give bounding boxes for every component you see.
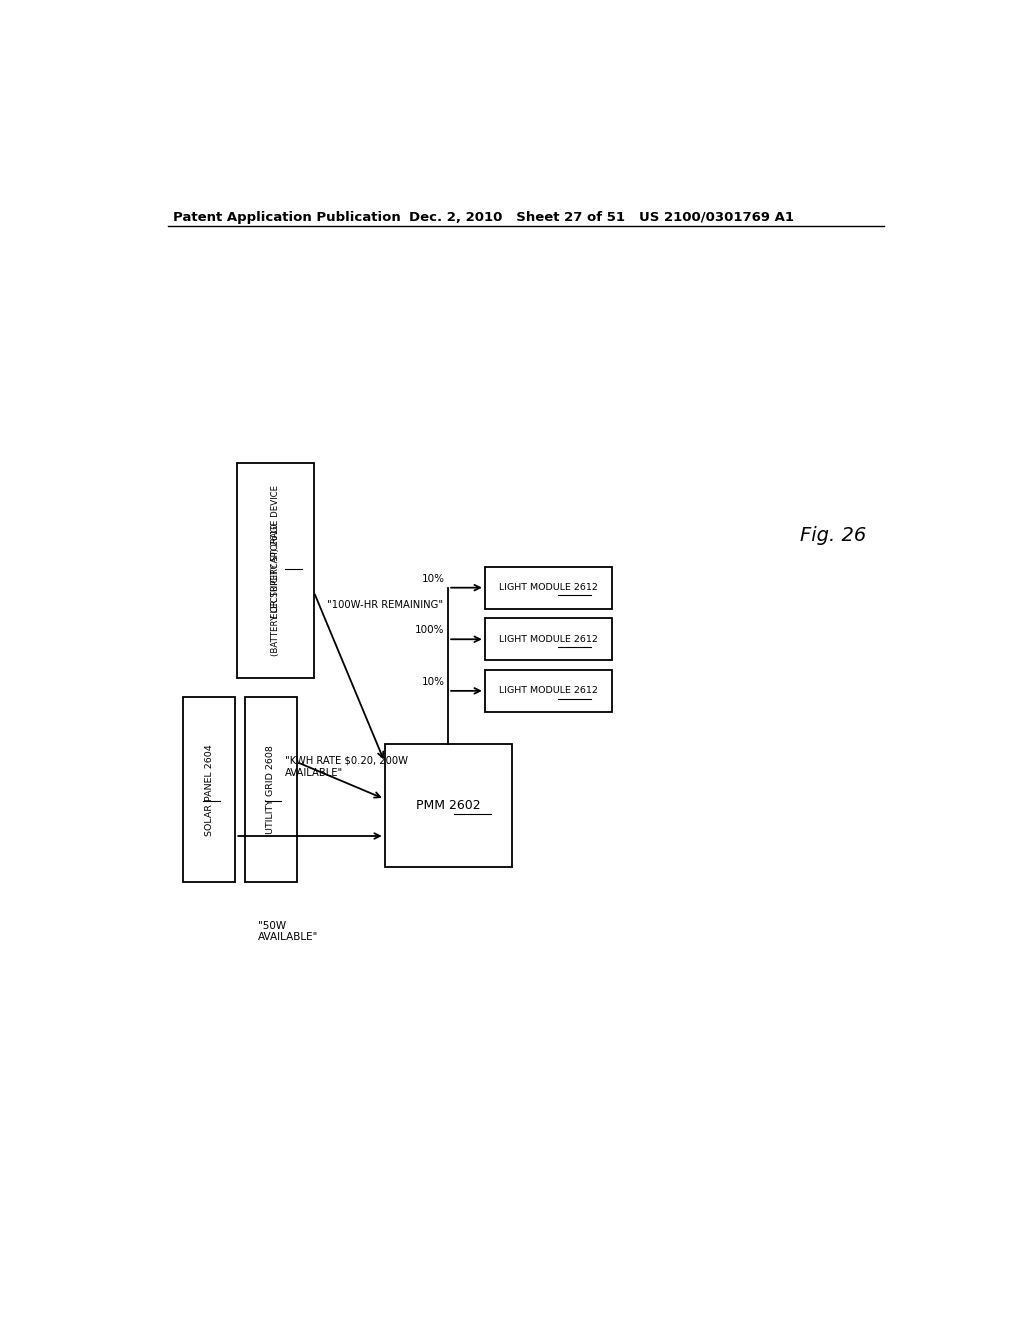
Text: "KWH RATE $0.20, 200W
AVAILABLE": "KWH RATE $0.20, 200W AVAILABLE" xyxy=(285,756,408,777)
Text: 100%: 100% xyxy=(415,626,444,635)
Bar xyxy=(484,566,611,609)
Text: PMM 2602: PMM 2602 xyxy=(416,799,480,812)
Text: US 2100/0301769 A1: US 2100/0301769 A1 xyxy=(639,211,794,224)
Text: LIGHT MODULE 2612: LIGHT MODULE 2612 xyxy=(499,635,598,644)
Text: Patent Application Publication: Patent Application Publication xyxy=(173,211,400,224)
Text: Dec. 2, 2010   Sheet 27 of 51: Dec. 2, 2010 Sheet 27 of 51 xyxy=(410,211,626,224)
Bar xyxy=(237,462,313,678)
Text: ELECTRICITY STORAGE DEVICE: ELECTRICITY STORAGE DEVICE xyxy=(270,484,280,618)
Bar xyxy=(484,669,611,711)
Text: LIGHT MODULE 2612: LIGHT MODULE 2612 xyxy=(499,686,598,696)
Text: "100W-HR REMAINING": "100W-HR REMAINING" xyxy=(327,601,443,610)
Text: (BATTERY OR SUPERCAP) 2610: (BATTERY OR SUPERCAP) 2610 xyxy=(270,523,280,656)
Bar xyxy=(484,618,611,660)
Text: 10%: 10% xyxy=(421,574,444,583)
Text: LIGHT MODULE 2612: LIGHT MODULE 2612 xyxy=(499,583,598,593)
Bar xyxy=(385,743,512,867)
Text: 10%: 10% xyxy=(421,677,444,686)
Text: Fig. 26: Fig. 26 xyxy=(801,527,866,545)
Bar xyxy=(183,697,236,882)
Text: "50W
AVAILABLE": "50W AVAILABLE" xyxy=(258,921,318,942)
Text: UTILITY GRID 2608: UTILITY GRID 2608 xyxy=(266,746,275,834)
Text: SOLAR PANEL 2604: SOLAR PANEL 2604 xyxy=(205,744,214,836)
Bar xyxy=(245,697,297,882)
